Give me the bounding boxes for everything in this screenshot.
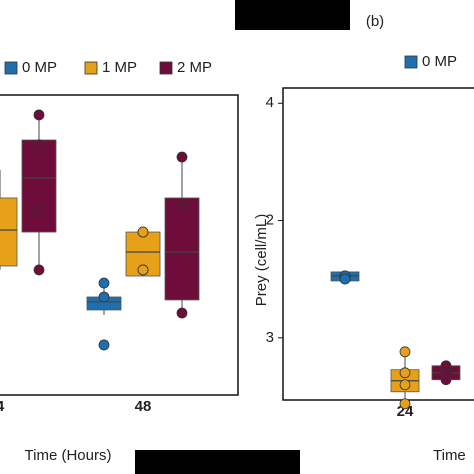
legend-swatch xyxy=(84,61,98,75)
data-point xyxy=(137,264,149,276)
legend-label: 2 MP xyxy=(177,59,212,76)
data-point xyxy=(33,204,45,216)
data-point xyxy=(440,374,452,386)
box xyxy=(164,197,200,301)
plot-frame xyxy=(0,94,239,396)
x-tick-label: 48 xyxy=(135,398,152,415)
legend-label: 1 MP xyxy=(102,59,137,76)
y-tick-label: 2 xyxy=(266,212,274,229)
data-point xyxy=(399,367,411,379)
data-point xyxy=(137,226,149,238)
data-point xyxy=(33,139,45,151)
data-point xyxy=(98,277,110,289)
data-point xyxy=(339,273,351,285)
crop-bar xyxy=(235,0,350,30)
panel-title: (b) xyxy=(366,13,384,30)
legend-swatch xyxy=(4,61,18,75)
data-point xyxy=(176,307,188,319)
data-point xyxy=(98,291,110,303)
data-point xyxy=(176,201,188,213)
x-axis-label: Time xyxy=(433,447,466,464)
crop-bar xyxy=(135,450,300,474)
x-tick-label: 4 xyxy=(0,398,5,415)
x-axis-label: Time (Hours) xyxy=(25,447,112,464)
data-point xyxy=(399,346,411,358)
legend-label: 0 MP xyxy=(422,53,457,70)
box xyxy=(21,139,57,233)
legend-label: 0 MP xyxy=(22,59,57,76)
legend-swatch xyxy=(159,61,173,75)
data-point xyxy=(399,398,411,410)
plot-frame xyxy=(282,87,474,401)
data-point xyxy=(176,151,188,163)
data-point xyxy=(33,109,45,121)
legend-swatch xyxy=(404,55,418,69)
data-point xyxy=(399,379,411,391)
y-axis-label: Prey (cell/mL) xyxy=(253,214,270,307)
data-point xyxy=(33,264,45,276)
box xyxy=(0,197,18,267)
data-point xyxy=(98,339,110,351)
y-tick-label: 4 xyxy=(266,94,274,111)
y-tick-label: 3 xyxy=(266,329,274,346)
